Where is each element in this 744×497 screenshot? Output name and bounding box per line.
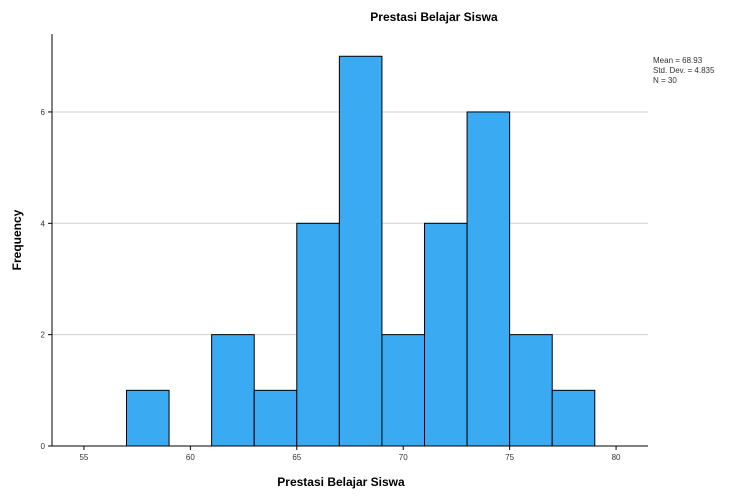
x-ticks: 55 60 65 70 75 80	[79, 446, 621, 462]
chart-title: Prestasi Belajar Siswa	[370, 10, 498, 24]
bar-67-69	[338, 55, 383, 447]
y-axis-label: Frequency	[10, 209, 24, 270]
y-ticks: 0 2 4 6	[41, 108, 52, 451]
x-tick-label-55: 55	[79, 453, 88, 462]
x-tick-label-70: 70	[399, 453, 408, 462]
bar-69-71	[381, 334, 425, 447]
bar-77-79	[551, 389, 596, 447]
bar-73-75	[466, 111, 511, 447]
y-tick-label-6: 6	[41, 108, 46, 117]
stats-n: N = 30	[653, 76, 677, 85]
x-tick-label-60: 60	[186, 453, 195, 462]
stats-box: Mean = 68.93 Std. Dev. = 4.835 N = 30	[653, 56, 715, 85]
y-tick-label-2: 2	[41, 331, 46, 340]
stats-mean: Mean = 68.93	[653, 56, 703, 65]
axes-group	[51, 34, 648, 447]
bar-63-65	[253, 389, 298, 447]
bar-65-67	[296, 222, 340, 447]
x-tick-label-75: 75	[505, 453, 514, 462]
x-axis-label: Prestasi Belajar Siswa	[277, 475, 405, 489]
bar-57-59	[126, 389, 170, 447]
x-tick-label-80: 80	[612, 453, 621, 462]
bar-61-63	[211, 334, 255, 447]
y-tick-label-0: 0	[41, 442, 46, 451]
bars-group	[126, 55, 596, 447]
y-tick-label-4: 4	[41, 219, 46, 228]
x-tick-label-65: 65	[292, 453, 301, 462]
stats-std-dev: Std. Dev. = 4.835	[653, 66, 715, 75]
bar-75-77	[509, 334, 553, 447]
bar-71-73	[424, 222, 468, 447]
